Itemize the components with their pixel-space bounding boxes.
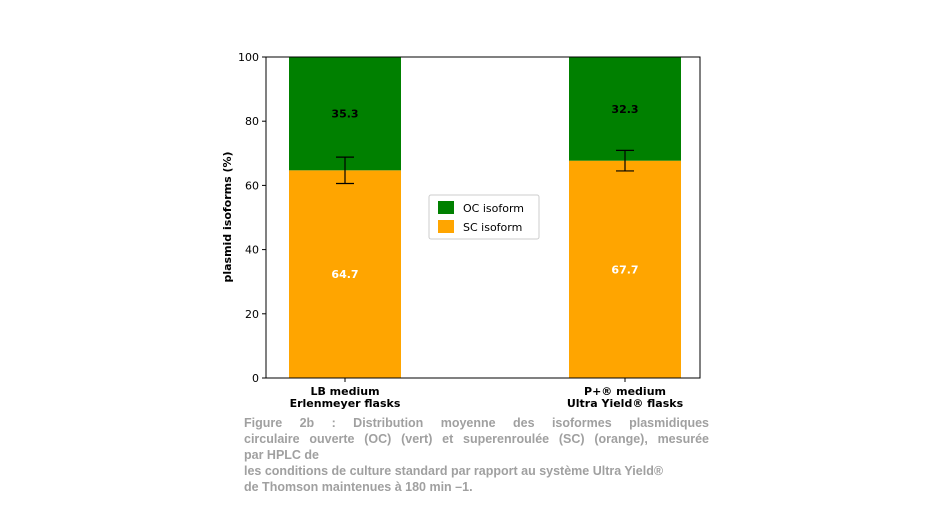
y-tick-label-60: 60 bbox=[245, 179, 259, 192]
data-labels-layer: 64.7 35.3 67.7 32.3 bbox=[331, 103, 638, 281]
y-tick-label-0: 0 bbox=[252, 372, 259, 385]
legend: OC isoform SC isoform bbox=[428, 194, 540, 240]
bar-sc-1 bbox=[289, 170, 401, 378]
caption-line-3: par HPLC de bbox=[244, 448, 320, 462]
bar-oc-1 bbox=[289, 57, 401, 171]
caption-line-1: Figure 2b : Distribution moyenne des iso… bbox=[244, 416, 709, 430]
y-axis: 0 20 40 60 80 100 bbox=[238, 51, 266, 385]
x-tick-label-1-line-2: Erlenmeyer flasks bbox=[290, 397, 401, 410]
bars-layer bbox=[289, 57, 681, 378]
bar-sc-2 bbox=[569, 160, 681, 378]
legend-swatch-sc bbox=[438, 220, 454, 233]
data-label-oc-2: 32.3 bbox=[611, 103, 638, 116]
data-label-sc-2: 67.7 bbox=[611, 263, 638, 276]
y-tick-label-100: 100 bbox=[238, 51, 259, 64]
caption-line-2: circulaire ouverte (OC) (vert) et supere… bbox=[244, 432, 709, 446]
error-bars-layer bbox=[336, 149, 634, 185]
data-label-oc-1: 35.3 bbox=[331, 108, 358, 121]
x-tick-label-2-line-1: P+® medium bbox=[584, 385, 666, 398]
legend-label-sc: SC isoform bbox=[463, 221, 522, 234]
caption-line-5: de Thomson maintenues à 180 min –1. bbox=[244, 480, 473, 494]
y-tick-label-80: 80 bbox=[245, 115, 259, 128]
y-axis-label: plasmid isoforms (%) bbox=[221, 151, 234, 282]
legend-frame bbox=[428, 194, 540, 240]
legend-label-oc: OC isoform bbox=[463, 202, 524, 215]
y-tick-label-20: 20 bbox=[245, 308, 259, 321]
data-label-sc-1: 64.7 bbox=[331, 268, 358, 281]
legend-swatch-oc bbox=[438, 201, 454, 214]
y-tick-label-40: 40 bbox=[245, 244, 259, 257]
x-tick-label-1-line-1: LB medium bbox=[310, 385, 379, 398]
plot-frame bbox=[265, 56, 701, 379]
bar-oc-2 bbox=[569, 57, 681, 161]
x-tick-label-2-line-2: Ultra Yield® flasks bbox=[567, 397, 684, 410]
figure-caption: Figure 2b : Distribution moyenne des iso… bbox=[244, 415, 709, 495]
stacked-bar-chart: 64.7 35.3 67.7 32.3 0 20 40 60 80 100 LB mediumE… bbox=[221, 51, 701, 410]
caption-line-4: les conditions de culture standard par r… bbox=[244, 464, 664, 478]
